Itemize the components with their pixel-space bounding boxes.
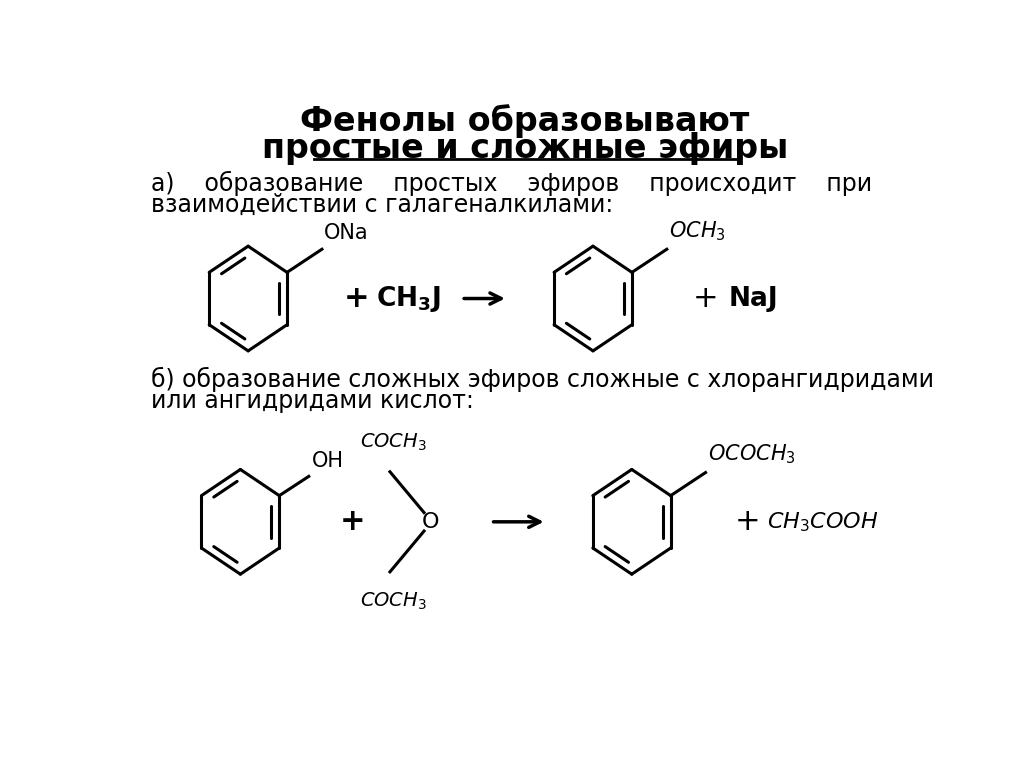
Text: $COCH_3$: $COCH_3$ (359, 431, 426, 452)
Text: O: O (422, 511, 439, 531)
Text: $OCOCH_3$: $OCOCH_3$ (708, 443, 796, 466)
Text: $OCH_3$: $OCH_3$ (669, 220, 726, 243)
Text: $CH_3COOH$: $CH_3COOH$ (767, 510, 879, 534)
Text: $\bf{CH_3J}$: $\bf{CH_3J}$ (376, 283, 440, 313)
Text: OH: OH (312, 451, 344, 471)
Text: или ангидридами кислот:: или ангидридами кислот: (152, 389, 474, 413)
Text: +: + (692, 284, 718, 313)
Text: б) образование сложных эфиров сложные с хлорангидридами: б) образование сложных эфиров сложные с … (152, 367, 934, 392)
Text: ONa: ONa (325, 223, 369, 243)
Text: +: + (735, 508, 761, 536)
Text: а)    образование    простых    эфиров    происходит    при: а) образование простых эфиров происходит… (152, 170, 872, 196)
Text: простые и сложные эфиры: простые и сложные эфиры (261, 132, 788, 165)
Text: взаимодействии с галагеналкилами:: взаимодействии с галагеналкилами: (152, 193, 613, 217)
Text: +: + (344, 284, 370, 313)
Text: NaJ: NaJ (729, 286, 778, 312)
Text: $COCH_3$: $COCH_3$ (359, 591, 426, 612)
Text: Фенолы образовывают: Фенолы образовывают (300, 104, 750, 138)
Text: +: + (340, 508, 366, 536)
